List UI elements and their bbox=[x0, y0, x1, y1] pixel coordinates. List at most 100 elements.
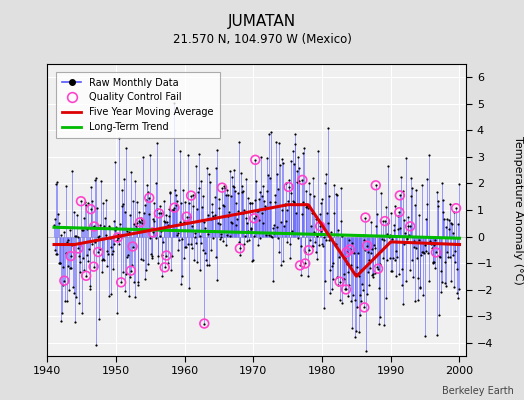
Point bbox=[309, 243, 318, 249]
Point bbox=[396, 192, 404, 199]
Point bbox=[372, 223, 380, 230]
Point bbox=[78, 310, 86, 316]
Point bbox=[197, 240, 205, 246]
Point bbox=[135, 217, 144, 224]
Point bbox=[242, 214, 250, 221]
Point bbox=[61, 298, 69, 304]
Point bbox=[164, 260, 172, 267]
Point bbox=[358, 232, 367, 239]
Point bbox=[174, 247, 182, 253]
Point bbox=[235, 138, 244, 145]
Point bbox=[182, 214, 191, 220]
Point bbox=[354, 328, 363, 335]
Point bbox=[305, 180, 313, 186]
Point bbox=[378, 254, 387, 261]
Point bbox=[287, 190, 296, 196]
Point bbox=[196, 177, 205, 184]
Point bbox=[56, 260, 64, 266]
Point bbox=[413, 254, 421, 261]
Point bbox=[299, 199, 308, 205]
Point bbox=[113, 310, 122, 316]
Point bbox=[416, 284, 424, 291]
Point bbox=[390, 227, 398, 234]
Point bbox=[299, 150, 307, 156]
Point bbox=[99, 200, 107, 206]
Point bbox=[115, 135, 123, 141]
Point bbox=[261, 232, 270, 239]
Point bbox=[272, 171, 281, 177]
Point bbox=[332, 240, 341, 247]
Point bbox=[406, 223, 414, 230]
Point bbox=[158, 252, 166, 258]
Point bbox=[148, 229, 157, 236]
Point bbox=[322, 171, 330, 177]
Point bbox=[391, 248, 400, 254]
Point bbox=[285, 184, 293, 190]
Point bbox=[208, 201, 216, 207]
Point bbox=[184, 152, 192, 158]
Point bbox=[419, 248, 428, 255]
Point bbox=[401, 230, 409, 236]
Point bbox=[377, 190, 386, 196]
Y-axis label: Temperature Anomaly (°C): Temperature Anomaly (°C) bbox=[512, 136, 523, 284]
Point bbox=[254, 242, 262, 248]
Point bbox=[200, 219, 208, 226]
Point bbox=[250, 197, 259, 203]
Point bbox=[194, 150, 203, 157]
Point bbox=[92, 342, 101, 348]
Point bbox=[122, 271, 130, 278]
Point bbox=[263, 155, 271, 162]
Point bbox=[270, 199, 279, 205]
Point bbox=[293, 154, 302, 161]
Point bbox=[180, 255, 189, 262]
Point bbox=[99, 256, 107, 262]
Point bbox=[451, 248, 459, 254]
Point bbox=[397, 174, 405, 181]
Point bbox=[199, 193, 207, 199]
Point bbox=[450, 284, 458, 291]
Point bbox=[140, 210, 148, 216]
Point bbox=[438, 279, 446, 285]
Point bbox=[55, 220, 63, 226]
Point bbox=[231, 211, 239, 217]
Point bbox=[118, 202, 126, 209]
Point bbox=[112, 223, 120, 230]
Point bbox=[250, 215, 258, 222]
Point bbox=[400, 241, 409, 248]
Point bbox=[142, 196, 150, 203]
Point bbox=[70, 290, 78, 296]
Point bbox=[233, 208, 242, 214]
Point bbox=[381, 295, 390, 301]
Point bbox=[352, 328, 360, 335]
Point bbox=[276, 162, 284, 169]
Point bbox=[266, 198, 275, 205]
Point bbox=[367, 250, 375, 256]
Point bbox=[133, 219, 141, 226]
Point bbox=[91, 176, 99, 183]
Point bbox=[58, 310, 66, 316]
Point bbox=[90, 223, 99, 230]
Point bbox=[340, 276, 348, 282]
Point bbox=[298, 211, 306, 217]
Point bbox=[348, 249, 357, 256]
Point bbox=[423, 201, 432, 208]
Point bbox=[127, 268, 135, 274]
Point bbox=[300, 145, 308, 152]
Point bbox=[225, 208, 233, 215]
Point bbox=[444, 254, 452, 260]
Point bbox=[212, 164, 220, 171]
Point bbox=[233, 216, 241, 222]
Point bbox=[452, 205, 460, 211]
Point bbox=[413, 275, 422, 281]
Point bbox=[207, 247, 215, 254]
Point bbox=[77, 198, 85, 204]
Point bbox=[254, 208, 263, 214]
Point bbox=[166, 190, 174, 196]
Point bbox=[326, 290, 335, 296]
Point bbox=[214, 196, 223, 202]
Point bbox=[317, 200, 325, 206]
Point bbox=[350, 250, 358, 256]
Point bbox=[104, 293, 113, 300]
Point bbox=[258, 192, 266, 199]
Point bbox=[355, 312, 364, 318]
